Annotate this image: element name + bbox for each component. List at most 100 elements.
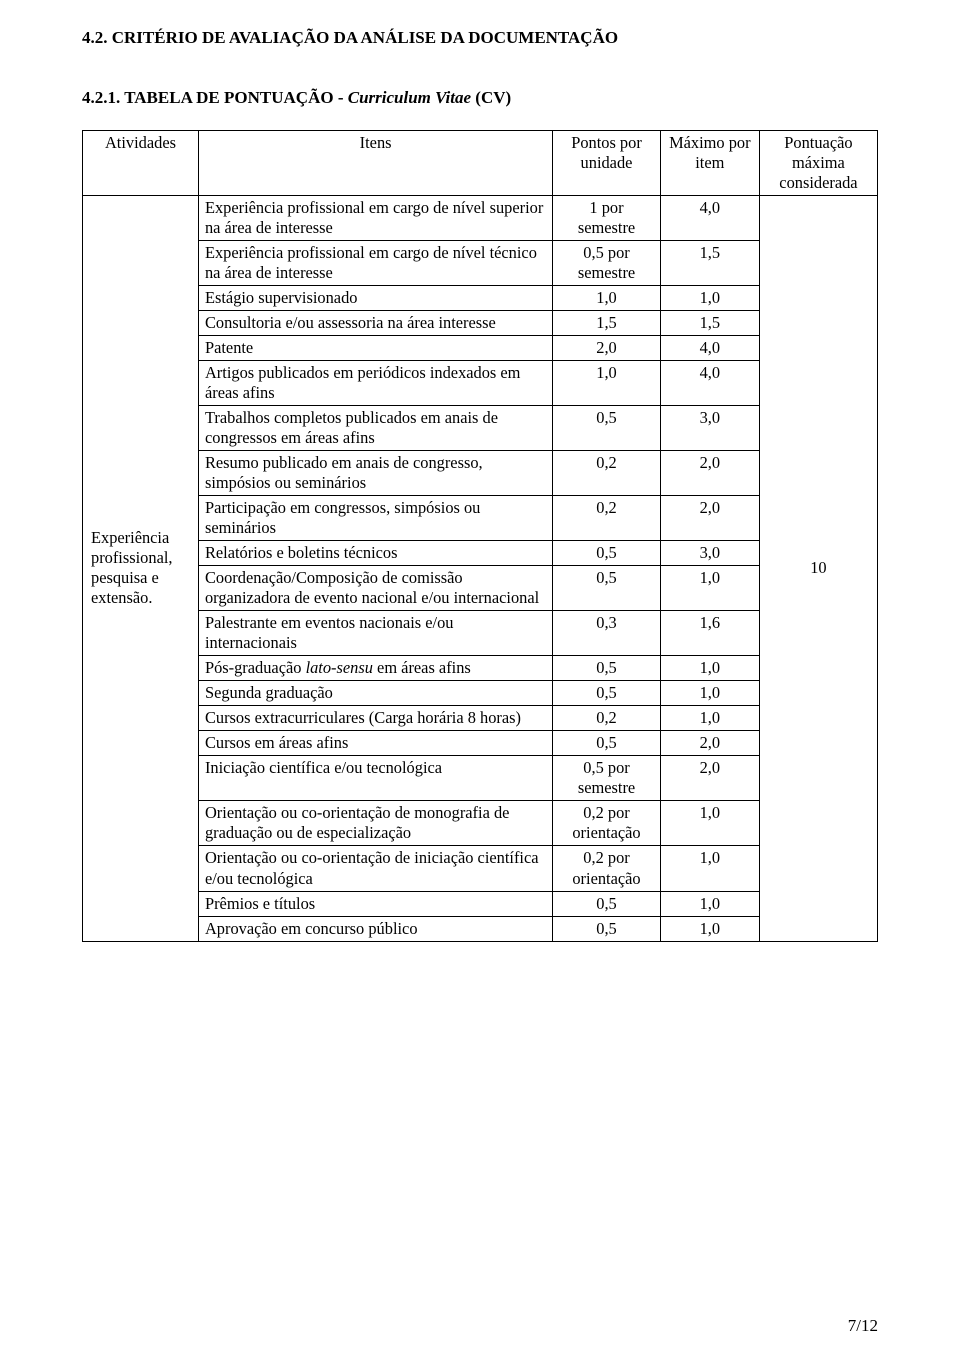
max-cell: 2,0 — [660, 496, 759, 541]
page-number: 7/12 — [848, 1316, 878, 1336]
table-row: Prêmios e títulos0,51,0 — [83, 891, 878, 916]
points-cell: 0,5 por semestre — [553, 756, 661, 801]
item-cell: Palestrante em eventos nacionais e/ou in… — [198, 611, 552, 656]
item-cell: Cursos em áreas afins — [198, 731, 552, 756]
max-cell: 4,0 — [660, 336, 759, 361]
table-row: Consultoria e/ou assessoria na área inte… — [83, 311, 878, 336]
table-row: Artigos publicados em periódicos indexad… — [83, 361, 878, 406]
table-row: Palestrante em eventos nacionais e/ou in… — [83, 611, 878, 656]
table-row: Cursos em áreas afins0,52,0 — [83, 731, 878, 756]
item-cell: Coordenação/Composição de comissão organ… — [198, 566, 552, 611]
table-row: Experiência profissional, pesquisa e ext… — [83, 196, 878, 241]
scoring-table: Atividades Itens Pontos por unidade Máxi… — [82, 130, 878, 942]
header-pts: Pontos por unidade — [553, 131, 661, 196]
points-cell: 0,5 — [553, 656, 661, 681]
item-cell: Experiência profissional em cargo de nív… — [198, 241, 552, 286]
table-row: Relatórios e boletins técnicos0,53,0 — [83, 541, 878, 566]
header-activities: Atividades — [83, 131, 199, 196]
section-heading-4-2-1: 4.2.1. TABELA DE PONTUAÇÃO - Curriculum … — [82, 88, 878, 108]
points-cell: 0,2 por orientação — [553, 846, 661, 891]
table-row: Orientação ou co-orientação de monografi… — [83, 801, 878, 846]
table-row: Participação em congressos, simpósios ou… — [83, 496, 878, 541]
max-cell: 1,0 — [660, 916, 759, 941]
max-cell: 3,0 — [660, 406, 759, 451]
max-cell: 1,5 — [660, 241, 759, 286]
item-cell: Patente — [198, 336, 552, 361]
header-items: Itens — [198, 131, 552, 196]
max-cell: 3,0 — [660, 541, 759, 566]
table-row: Aprovação em concurso público0,51,0 — [83, 916, 878, 941]
header-score: Pontuação máxima considerada — [759, 131, 877, 196]
max-cell: 1,5 — [660, 311, 759, 336]
points-cell: 0,5 — [553, 406, 661, 451]
max-score-cell: 10 — [759, 196, 877, 942]
points-cell: 1 por semestre — [553, 196, 661, 241]
page: 4.2. CRITÉRIO DE AVALIAÇÃO DA ANÁLISE DA… — [0, 0, 960, 1360]
table-row: Iniciação científica e/ou tecnológica0,5… — [83, 756, 878, 801]
points-cell: 0,2 — [553, 496, 661, 541]
max-cell: 2,0 — [660, 731, 759, 756]
item-cell: Prêmios e títulos — [198, 891, 552, 916]
item-cell: Participação em congressos, simpósios ou… — [198, 496, 552, 541]
heading-suffix: (CV) — [471, 88, 511, 107]
points-cell: 0,5 — [553, 541, 661, 566]
table-row: Patente2,04,0 — [83, 336, 878, 361]
item-cell: Cursos extracurriculares (Carga horária … — [198, 706, 552, 731]
header-max: Máximo por item — [660, 131, 759, 196]
points-cell: 0,5 — [553, 566, 661, 611]
heading-italic: Curriculum Vitae — [348, 88, 471, 107]
points-cell: 1,5 — [553, 311, 661, 336]
max-cell: 1,0 — [660, 706, 759, 731]
item-cell: Segunda graduação — [198, 681, 552, 706]
max-cell: 2,0 — [660, 451, 759, 496]
points-cell: 0,5 — [553, 891, 661, 916]
points-cell: 0,5 por semestre — [553, 241, 661, 286]
section-heading-4-2: 4.2. CRITÉRIO DE AVALIAÇÃO DA ANÁLISE DA… — [82, 28, 878, 48]
item-cell: Trabalhos completos publicados em anais … — [198, 406, 552, 451]
item-cell: Pós-graduação lato-sensu em áreas afins — [198, 656, 552, 681]
item-cell: Consultoria e/ou assessoria na área inte… — [198, 311, 552, 336]
table-row: Pós-graduação lato-sensu em áreas afins0… — [83, 656, 878, 681]
max-cell: 2,0 — [660, 756, 759, 801]
item-cell: Orientação ou co-orientação de iniciação… — [198, 846, 552, 891]
table-row: Orientação ou co-orientação de iniciação… — [83, 846, 878, 891]
max-cell: 1,0 — [660, 656, 759, 681]
table-header-row: Atividades Itens Pontos por unidade Máxi… — [83, 131, 878, 196]
max-cell: 1,0 — [660, 566, 759, 611]
item-cell: Aprovação em concurso público — [198, 916, 552, 941]
table-row: Estágio supervisionado1,01,0 — [83, 286, 878, 311]
item-cell: Orientação ou co-orientação de monografi… — [198, 801, 552, 846]
item-cell: Relatórios e boletins técnicos — [198, 541, 552, 566]
table-row: Experiência profissional em cargo de nív… — [83, 241, 878, 286]
item-cell: Experiência profissional em cargo de nív… — [198, 196, 552, 241]
points-cell: 0,3 — [553, 611, 661, 656]
points-cell: 0,2 — [553, 706, 661, 731]
points-cell: 0,2 — [553, 451, 661, 496]
item-cell: Resumo publicado em anais de congresso, … — [198, 451, 552, 496]
max-cell: 1,0 — [660, 801, 759, 846]
max-cell: 1,0 — [660, 846, 759, 891]
table-row: Cursos extracurriculares (Carga horária … — [83, 706, 878, 731]
max-cell: 4,0 — [660, 196, 759, 241]
table-row: Resumo publicado em anais de congresso, … — [83, 451, 878, 496]
max-cell: 1,0 — [660, 286, 759, 311]
heading-prefix: 4.2.1. TABELA DE PONTUAÇÃO - — [82, 88, 348, 107]
points-cell: 0,2 por orientação — [553, 801, 661, 846]
points-cell: 1,0 — [553, 361, 661, 406]
activities-cell: Experiência profissional, pesquisa e ext… — [83, 196, 199, 942]
points-cell: 1,0 — [553, 286, 661, 311]
table-row: Trabalhos completos publicados em anais … — [83, 406, 878, 451]
max-cell: 4,0 — [660, 361, 759, 406]
max-cell: 1,6 — [660, 611, 759, 656]
max-cell: 1,0 — [660, 681, 759, 706]
max-cell: 1,0 — [660, 891, 759, 916]
points-cell: 2,0 — [553, 336, 661, 361]
item-cell: Artigos publicados em periódicos indexad… — [198, 361, 552, 406]
item-cell: Estágio supervisionado — [198, 286, 552, 311]
table-row: Segunda graduação0,51,0 — [83, 681, 878, 706]
table-row: Coordenação/Composição de comissão organ… — [83, 566, 878, 611]
points-cell: 0,5 — [553, 681, 661, 706]
points-cell: 0,5 — [553, 916, 661, 941]
item-cell: Iniciação científica e/ou tecnológica — [198, 756, 552, 801]
points-cell: 0,5 — [553, 731, 661, 756]
